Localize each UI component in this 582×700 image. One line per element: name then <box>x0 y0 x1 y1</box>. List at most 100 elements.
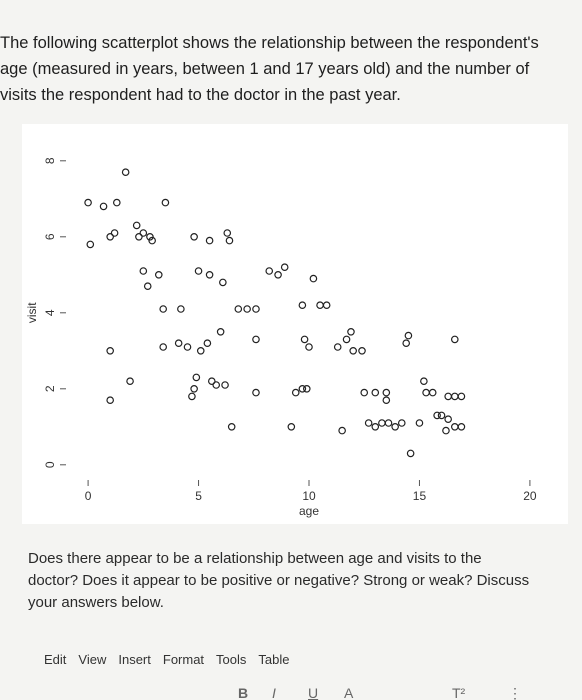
data-point <box>221 381 229 389</box>
data-point <box>364 419 373 427</box>
scatterplot: 0 2 4 6 8 0 5 10 15 20 age visit <box>25 157 537 518</box>
data-point <box>347 328 355 336</box>
data-point <box>159 343 168 351</box>
question-prompt: Does there appear to be a relationship b… <box>28 548 568 614</box>
y-tick-label: 8 <box>43 157 57 164</box>
data-point <box>437 411 446 420</box>
menu-insert[interactable]: Insert <box>118 652 151 667</box>
y-tick-label: 0 <box>43 461 57 468</box>
data-point <box>106 233 114 241</box>
data-point <box>139 267 148 275</box>
menu-table[interactable]: Table <box>258 652 290 667</box>
data-point <box>192 373 201 382</box>
data-point <box>333 343 342 351</box>
data-point <box>444 392 452 401</box>
data-point <box>177 305 185 313</box>
data-point <box>159 305 168 313</box>
data-point <box>225 236 234 245</box>
data-point <box>298 384 307 393</box>
y-tick-label: 4 <box>43 309 57 316</box>
data-point <box>391 422 399 431</box>
x-tick-label: 0 <box>85 489 92 503</box>
data-point <box>174 339 183 348</box>
data-point <box>444 415 452 424</box>
data-point <box>291 388 300 397</box>
data-point <box>143 282 152 291</box>
data-point <box>378 419 386 427</box>
data-point <box>349 347 357 355</box>
data-point <box>203 339 212 348</box>
more-icon[interactable]: ⋮ <box>508 688 522 700</box>
y-tick-label: 6 <box>43 233 57 240</box>
data-point <box>190 233 198 241</box>
x-axis-label: age <box>299 504 319 518</box>
data-point <box>252 335 260 344</box>
data-point <box>338 426 346 435</box>
data-point <box>300 335 309 344</box>
editor-toolbar: B I U A T² ⋮ <box>0 688 582 700</box>
text-color-button[interactable]: A <box>344 688 354 700</box>
data-point <box>415 419 424 427</box>
data-point <box>420 377 428 386</box>
question-prompt-line: Does there appear to be a relationship b… <box>28 550 482 567</box>
data-point <box>205 271 214 279</box>
bold-button[interactable]: B <box>238 688 249 700</box>
data-point <box>402 339 411 348</box>
data-point <box>190 384 198 393</box>
data-point <box>397 419 406 427</box>
data-point <box>433 411 441 420</box>
data-point <box>219 278 227 287</box>
data-point <box>110 229 119 237</box>
data-point <box>126 377 134 386</box>
question-prompt-line: your answers below. <box>28 594 164 611</box>
superscript-button[interactable]: T² <box>452 688 466 700</box>
data-point <box>404 331 413 340</box>
x-tick-label: 20 <box>523 489 537 503</box>
data-point <box>287 422 296 431</box>
x-tick-label: 15 <box>413 489 427 503</box>
data-point <box>154 271 163 279</box>
data-point <box>146 233 154 241</box>
data-point <box>382 388 391 397</box>
italic-button[interactable]: I <box>272 688 276 700</box>
data-point <box>113 198 121 207</box>
data-point <box>99 202 108 211</box>
data-point <box>428 388 437 397</box>
data-point <box>450 392 459 401</box>
data-point <box>227 422 236 431</box>
menu-tools[interactable]: Tools <box>216 652 247 667</box>
underline-button[interactable]: U <box>308 688 319 700</box>
data-point <box>305 343 313 351</box>
menu-view[interactable]: View <box>78 652 107 667</box>
menu-format[interactable]: Format <box>162 652 205 667</box>
data-point <box>223 229 232 237</box>
data-point <box>208 377 216 386</box>
data-point <box>205 236 214 245</box>
data-point <box>121 168 130 177</box>
data-point <box>243 305 251 313</box>
data-point <box>132 221 141 230</box>
data-point <box>457 422 466 431</box>
data-point <box>422 388 430 397</box>
x-tick-label: 10 <box>302 489 316 503</box>
data-point <box>371 388 380 397</box>
data-point <box>265 267 274 275</box>
data-point <box>183 343 192 351</box>
editor-menubar: Edit View Insert Format Tools Table <box>44 652 289 667</box>
data-point <box>135 233 143 241</box>
data-point <box>342 335 351 344</box>
data-point <box>252 305 260 313</box>
question-intro: The following scatterplot shows the rela… <box>0 30 582 108</box>
data-point <box>86 240 95 249</box>
data-point <box>148 236 156 245</box>
data-point <box>194 267 203 275</box>
data-point <box>298 301 307 310</box>
menu-edit[interactable]: Edit <box>44 652 67 667</box>
data-point <box>274 271 282 279</box>
data-point <box>450 335 459 344</box>
data-point <box>442 426 450 435</box>
question-intro-line: The following scatterplot shows the rela… <box>0 34 539 52</box>
question-intro-line: visits the respondent had to the doctor … <box>0 86 401 104</box>
y-axis-label: visit <box>25 302 39 323</box>
y-tick-label: 2 <box>43 385 57 392</box>
